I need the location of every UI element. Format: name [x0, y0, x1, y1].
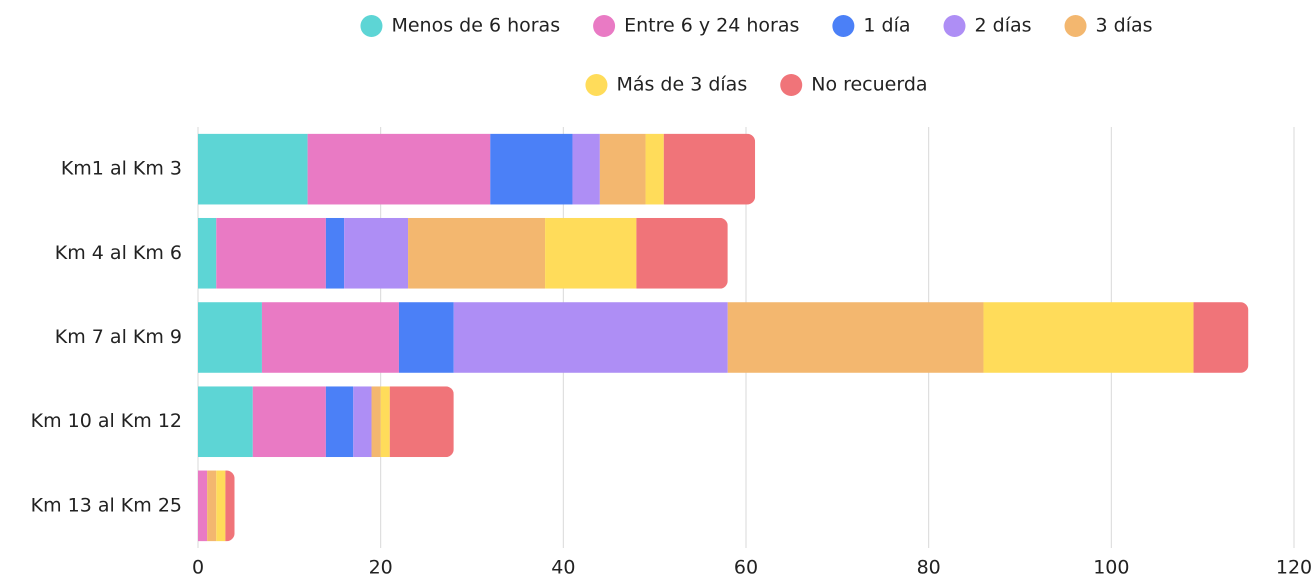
x-tick-label: 40 [551, 557, 575, 579]
bar-segment [325, 386, 354, 458]
bar-segment [207, 470, 217, 542]
x-tick-label: 60 [734, 557, 758, 579]
y-tick-label: Km1 al Km 3 [61, 158, 182, 180]
legend-label: Menos de 6 horas [391, 15, 560, 37]
legend-label: No recuerda [811, 74, 927, 96]
bar-segment [198, 217, 217, 289]
bar-segment [663, 133, 756, 205]
bar-segment [1193, 302, 1249, 373]
bar-segment [389, 386, 454, 458]
bar-segment [398, 302, 454, 373]
bar-segment [636, 217, 728, 289]
bar-segment [727, 302, 984, 373]
bar-segment [344, 217, 409, 289]
bar-segment [198, 302, 262, 373]
bar-segment [490, 133, 573, 205]
bar-segment [216, 217, 326, 289]
legend-item: 1 día [832, 15, 911, 37]
x-tick-label: 20 [369, 557, 393, 579]
legend-swatch [1064, 15, 1087, 37]
bar-row [198, 133, 756, 205]
legend-item: Más de 3 días [585, 74, 747, 96]
y-tick-label: Km 4 al Km 6 [55, 242, 182, 264]
y-tick-label: Km 7 al Km 9 [55, 326, 182, 348]
legend-swatch [585, 74, 608, 96]
bar-segment [983, 302, 1194, 373]
bar-segment [545, 217, 637, 289]
legend-swatch [780, 74, 803, 96]
bar-segment [307, 133, 491, 205]
bar-segment [198, 133, 308, 205]
bar-segment [261, 302, 399, 373]
legend-label: Más de 3 días [616, 74, 747, 96]
legend-item: Entre 6 y 24 horas [593, 15, 799, 37]
legend-swatch [593, 15, 616, 37]
legend-item: 2 días [943, 15, 1032, 37]
bar-row [198, 302, 1249, 373]
bar-segment [645, 133, 664, 205]
x-tick-label: 80 [917, 557, 941, 579]
x-tick-label: 100 [1093, 557, 1129, 579]
bar-segment [572, 133, 600, 205]
legend-label: 3 días [1096, 15, 1153, 37]
x-tick-label: 120 [1276, 557, 1312, 579]
legend-swatch [360, 15, 383, 37]
x-tick-label: 0 [192, 557, 204, 579]
bar-row [198, 217, 728, 289]
legend-item: No recuerda [780, 74, 928, 96]
legend-label: 1 día [863, 15, 910, 37]
bar-segment [353, 386, 372, 458]
y-tick-label: Km 10 al Km 12 [31, 410, 182, 432]
y-tick-label: Km 13 al Km 25 [31, 494, 182, 516]
bar-segment [198, 386, 253, 458]
legend-label: Entre 6 y 24 horas [624, 15, 799, 37]
bar-segment [252, 386, 326, 458]
bar-segment [325, 217, 345, 289]
bar-segment [198, 470, 208, 542]
legend-swatch [943, 15, 966, 37]
legend-item: Menos de 6 horas [360, 15, 560, 37]
bar-segment [380, 386, 390, 458]
bar-segment [453, 302, 728, 373]
legend-label: 2 días [975, 15, 1032, 37]
bar-segment [408, 217, 546, 289]
bar-segment [216, 470, 226, 542]
bar-row [198, 470, 235, 542]
bar-row [198, 386, 454, 458]
bar-segment [225, 470, 235, 542]
legend-item: 3 días [1064, 15, 1153, 37]
bar-segment [371, 386, 381, 458]
legend-swatch [832, 15, 855, 37]
bar-segment [599, 133, 646, 205]
